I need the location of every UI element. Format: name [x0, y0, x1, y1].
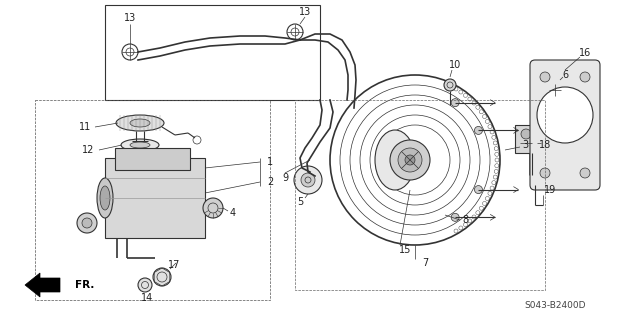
Text: 9: 9 [282, 173, 288, 183]
Circle shape [301, 173, 315, 187]
Text: 17: 17 [168, 260, 180, 270]
Circle shape [540, 168, 550, 178]
Text: 11: 11 [79, 122, 91, 132]
Text: 15: 15 [399, 245, 411, 255]
Circle shape [444, 79, 456, 91]
Circle shape [153, 268, 171, 286]
Text: 10: 10 [449, 60, 461, 70]
Circle shape [203, 198, 223, 218]
Text: 12: 12 [82, 145, 94, 155]
Circle shape [540, 72, 550, 82]
Ellipse shape [121, 139, 159, 151]
FancyBboxPatch shape [530, 60, 600, 190]
Text: 16: 16 [579, 48, 591, 58]
Bar [105, 5, 320, 100]
Text: 13: 13 [299, 7, 311, 17]
Text: 2: 2 [267, 177, 273, 187]
Text: 8: 8 [462, 215, 468, 225]
Text: 13: 13 [124, 13, 136, 23]
Circle shape [474, 186, 483, 194]
Ellipse shape [375, 130, 415, 190]
Ellipse shape [100, 186, 110, 210]
Text: 4: 4 [230, 208, 236, 218]
Circle shape [398, 148, 422, 172]
Circle shape [82, 218, 92, 228]
Ellipse shape [130, 119, 150, 127]
Circle shape [537, 87, 593, 143]
Text: 19: 19 [544, 185, 556, 195]
Bar [515, 125, 537, 153]
Text: 5: 5 [297, 197, 303, 207]
Text: 3: 3 [522, 140, 528, 150]
Circle shape [580, 72, 590, 82]
Bar [105, 158, 205, 238]
Circle shape [77, 213, 97, 233]
Circle shape [474, 126, 483, 134]
Circle shape [294, 166, 322, 194]
Text: 18: 18 [539, 140, 551, 150]
Text: 7: 7 [422, 258, 428, 268]
Circle shape [580, 168, 590, 178]
Circle shape [549, 84, 561, 96]
Circle shape [521, 129, 531, 139]
Ellipse shape [116, 115, 164, 131]
Circle shape [138, 278, 152, 292]
Circle shape [451, 213, 459, 221]
Ellipse shape [130, 142, 150, 148]
Bar [295, 100, 545, 290]
Polygon shape [25, 273, 60, 297]
Bar [115, 148, 190, 170]
Text: 6: 6 [562, 70, 568, 80]
Text: 1: 1 [267, 157, 273, 167]
Text: FR.: FR. [75, 280, 94, 290]
Circle shape [451, 99, 459, 107]
Circle shape [390, 140, 430, 180]
Text: S043-B2400D: S043-B2400D [524, 300, 586, 309]
Text: 14: 14 [141, 293, 153, 303]
Bar [35, 100, 270, 300]
Ellipse shape [97, 178, 113, 218]
Circle shape [405, 155, 415, 165]
